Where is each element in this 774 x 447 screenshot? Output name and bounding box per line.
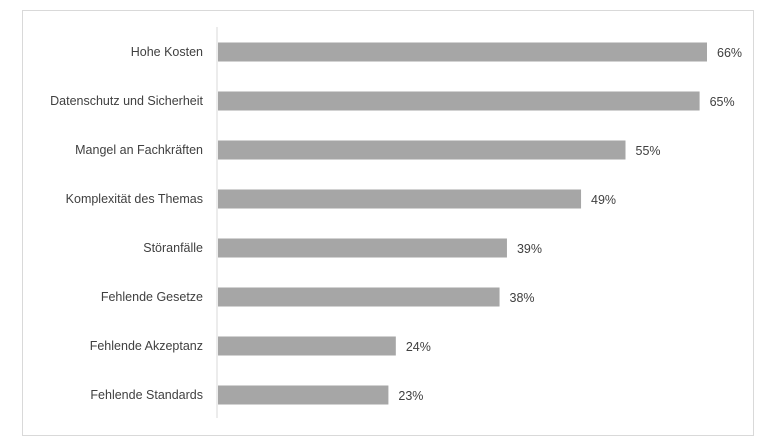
value-label: 38%: [510, 291, 535, 305]
category-label: Hohe Kosten: [131, 45, 203, 59]
value-label: 39%: [517, 242, 542, 256]
value-label: 49%: [591, 193, 616, 207]
category-label: Komplexität des Themas: [66, 192, 203, 206]
category-label: Fehlende Gesetze: [101, 290, 203, 304]
category-label: Fehlende Akzeptanz: [90, 339, 203, 353]
bar: [218, 238, 507, 258]
value-label: 24%: [406, 340, 431, 354]
value-label: 55%: [636, 144, 661, 158]
category-label: Datenschutz und Sicherheit: [50, 94, 203, 108]
category-label: Störanfälle: [143, 241, 203, 255]
bar: [218, 189, 582, 209]
bar: [218, 336, 396, 356]
bar: [218, 287, 500, 307]
value-label: 66%: [717, 46, 742, 60]
bars-layer: Hohe Kosten 66% Datenschutz und Sicherheit…: [50, 42, 742, 405]
bar: [218, 91, 700, 111]
chart-frame: [22, 10, 754, 436]
bar: [218, 385, 389, 405]
value-label: 23%: [398, 389, 423, 403]
bar: [218, 140, 626, 160]
category-label: Fehlende Standards: [90, 388, 203, 402]
bar: [218, 42, 707, 62]
value-label: 65%: [710, 95, 735, 109]
category-label: Mangel an Fachkräften: [75, 143, 203, 157]
